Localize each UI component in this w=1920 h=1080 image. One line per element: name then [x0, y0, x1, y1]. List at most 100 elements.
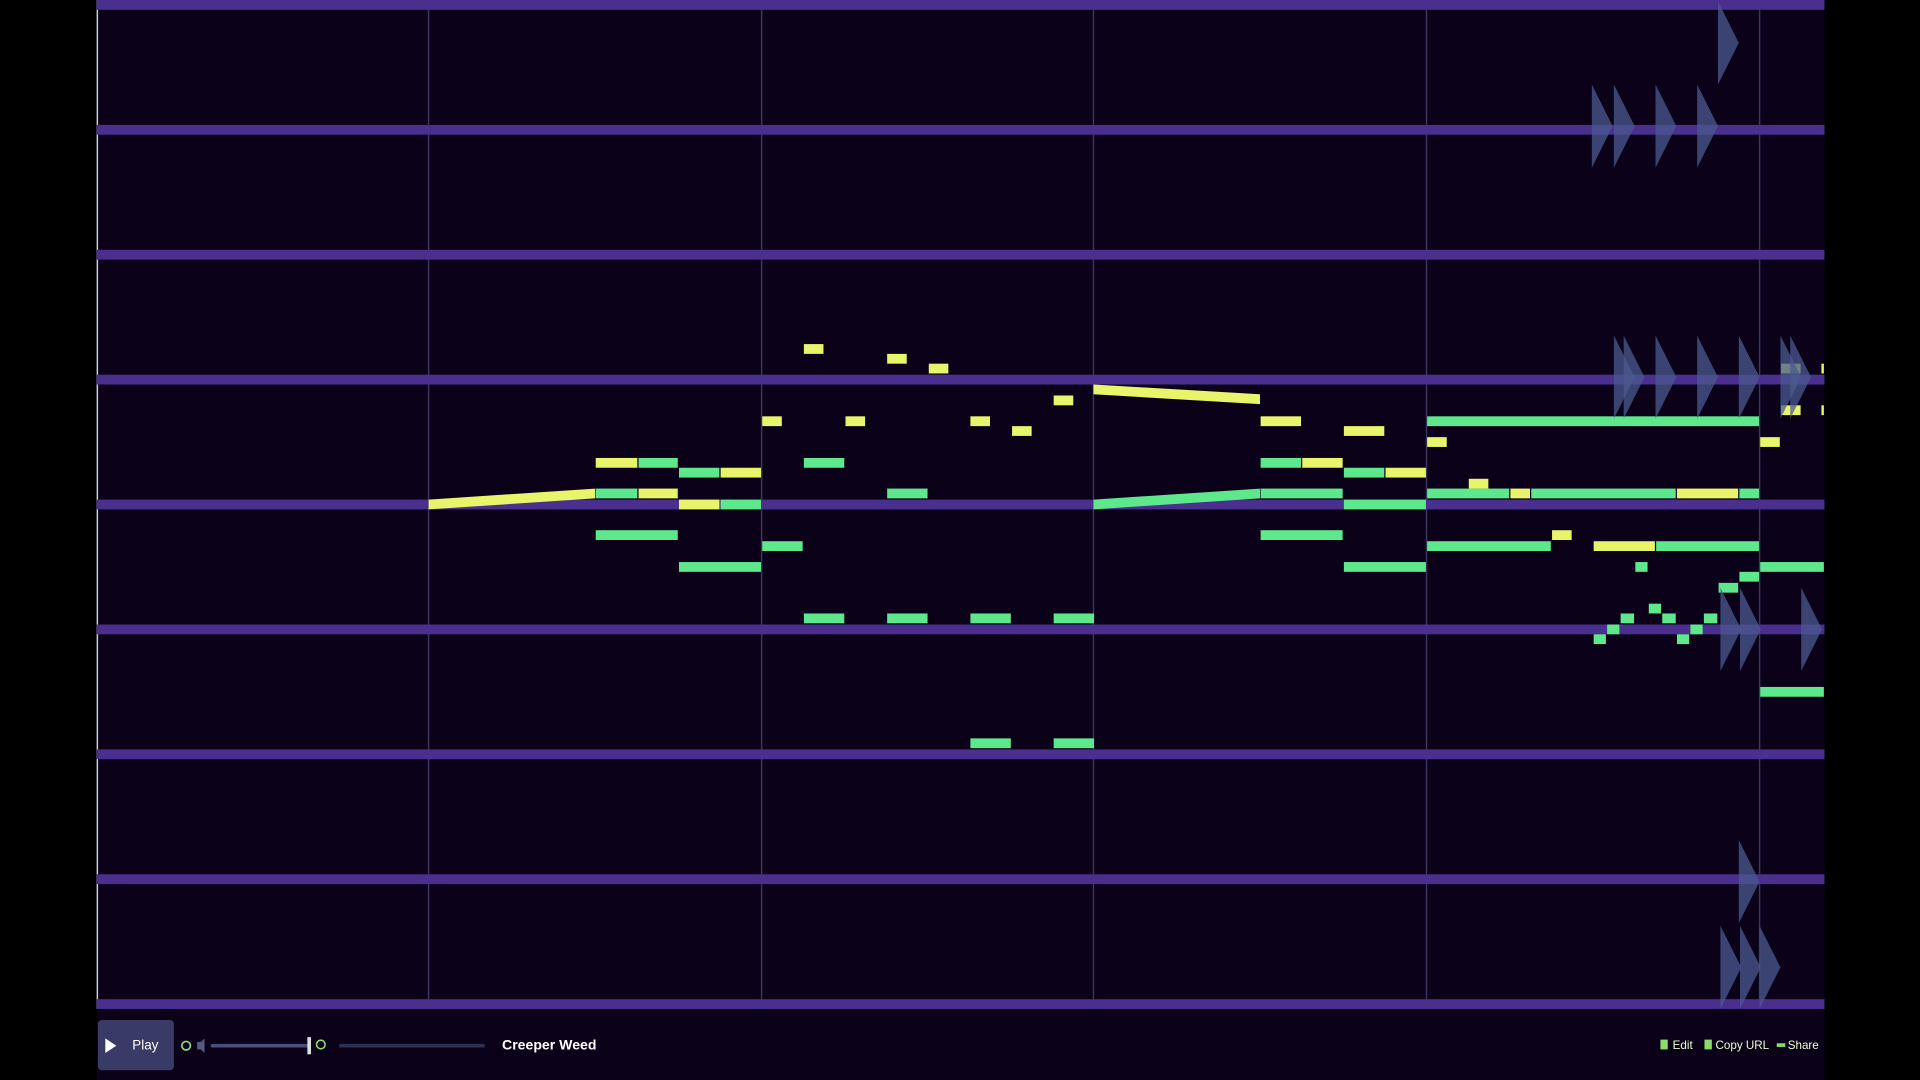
slide-note	[1093, 384, 1260, 405]
note	[678, 467, 720, 478]
note	[1821, 405, 1824, 416]
note	[1343, 499, 1426, 510]
note	[845, 416, 866, 427]
arrow-marker	[1697, 84, 1718, 168]
arrow-marker	[1613, 84, 1635, 168]
copy-url-link[interactable]: Copy URL	[1716, 1039, 1770, 1052]
octave-line	[96, 874, 1825, 885]
edit-link[interactable]: Edit	[1673, 1039, 1694, 1052]
note	[1620, 613, 1635, 624]
arrow-marker	[1591, 84, 1613, 168]
arrow-marker	[1740, 587, 1761, 672]
volume-slider[interactable]	[210, 1043, 309, 1048]
note	[595, 488, 638, 499]
play-icon	[105, 1038, 117, 1054]
note	[1302, 457, 1343, 468]
note	[1690, 624, 1703, 635]
note	[762, 416, 782, 427]
note	[1053, 613, 1095, 624]
note	[887, 353, 907, 364]
note	[1760, 437, 1780, 447]
edit-icon	[1660, 1039, 1668, 1050]
arrow-marker	[1655, 84, 1677, 168]
play-label[interactable]: Play	[132, 1037, 158, 1052]
slide-note	[1093, 488, 1260, 510]
note	[1053, 738, 1095, 749]
copy-icon	[1704, 1039, 1712, 1050]
note	[1343, 426, 1385, 436]
volume-thumb[interactable]	[307, 1037, 312, 1055]
note	[1531, 488, 1676, 499]
note	[1718, 582, 1739, 593]
note	[720, 467, 762, 478]
zoom-icon[interactable]	[315, 1039, 326, 1050]
note	[1510, 488, 1530, 499]
note	[970, 416, 990, 427]
note	[638, 488, 678, 499]
arrow-marker	[1720, 925, 1742, 1009]
octave-line	[96, 124, 1825, 135]
note	[1648, 603, 1662, 614]
note	[928, 363, 949, 374]
note	[1676, 488, 1739, 499]
note	[1427, 437, 1447, 447]
note	[1593, 541, 1655, 552]
arrow-marker	[1623, 335, 1645, 419]
share-link[interactable]: Share	[1788, 1039, 1819, 1052]
note	[1703, 613, 1718, 624]
song-title: Creeper Weed	[502, 1036, 596, 1052]
note	[1427, 416, 1759, 427]
note	[1012, 426, 1032, 436]
note	[1427, 488, 1510, 499]
note	[1260, 457, 1302, 468]
note	[678, 562, 762, 572]
note	[1760, 562, 1824, 572]
arrow-marker	[1738, 840, 1760, 924]
note	[1593, 634, 1606, 645]
note	[1739, 571, 1759, 582]
arrow-marker	[1740, 925, 1761, 1009]
play-button[interactable]	[97, 1020, 174, 1071]
note	[1343, 467, 1385, 478]
octave-line	[96, 999, 1825, 1009]
octave-line	[96, 499, 1825, 510]
note	[1662, 613, 1676, 624]
octave-line	[96, 749, 1825, 760]
note	[1468, 478, 1489, 489]
note	[1635, 562, 1648, 572]
note	[1607, 624, 1620, 635]
note	[1760, 686, 1824, 697]
note	[803, 344, 824, 354]
octave-line	[96, 0, 1825, 10]
note	[1552, 530, 1572, 540]
markers	[1591, 1, 1823, 1009]
note	[1260, 488, 1343, 499]
note	[1739, 488, 1759, 499]
note	[1385, 467, 1426, 478]
note	[1427, 541, 1551, 552]
time-slider[interactable]	[339, 1043, 485, 1048]
note	[887, 613, 928, 624]
slide-note	[428, 488, 596, 510]
note	[762, 541, 803, 552]
octave-line	[96, 249, 1825, 260]
note	[1676, 634, 1690, 645]
note	[1260, 530, 1343, 540]
note	[595, 530, 678, 540]
arrow-marker	[1801, 587, 1823, 672]
arrow-marker	[1717, 1, 1739, 85]
loop-icon[interactable]	[180, 1040, 192, 1051]
arrow-marker	[1790, 335, 1812, 419]
arrow-marker	[1655, 335, 1677, 419]
grid	[96, 0, 1825, 1009]
note	[970, 738, 1011, 749]
note	[1343, 562, 1426, 572]
share-icon	[1776, 1043, 1786, 1047]
note	[720, 499, 762, 510]
notes	[428, 344, 1824, 749]
note	[803, 457, 845, 468]
note	[803, 613, 845, 624]
note	[678, 499, 720, 510]
